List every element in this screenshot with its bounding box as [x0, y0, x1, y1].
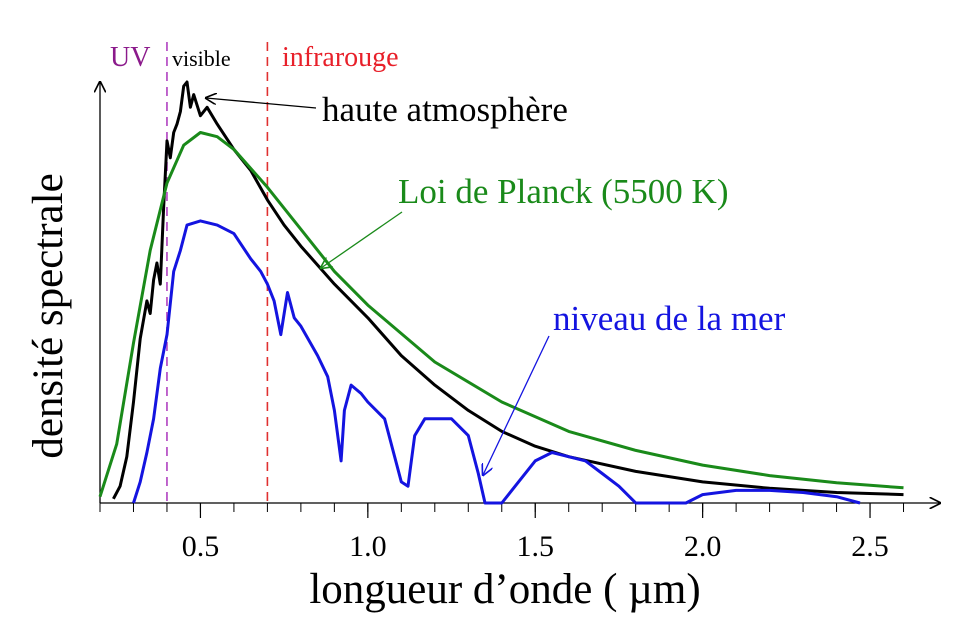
x-axis-label: longueur d’onde ( µm): [309, 566, 700, 613]
x-tick-label: 2.0: [684, 530, 722, 563]
annotation-arrow-niveau-de-la-mer: [483, 335, 550, 475]
annotation-arrow-haute-atmosphere: [206, 98, 317, 109]
x-tick-label: 0.5: [182, 530, 220, 563]
annotation-niveau-de-la-mer: niveau de la mer: [553, 299, 786, 338]
x-tick-label: 1.5: [516, 530, 554, 563]
region-label-infrarouge: infrarouge: [282, 42, 399, 73]
annotation-loi-de-planck: Loi de Planck (5500 K): [398, 172, 728, 211]
series-line-niveau-de-la-mer: [132, 219, 861, 505]
series-line-haute-atmosphere: [112, 80, 904, 500]
series-line-loi-de-planck: [98, 131, 904, 498]
annotation-haute-atmosphere: haute atmosphère: [322, 90, 568, 129]
x-tick-labels: 0.5 1.0 1.5 2.0 2.5: [182, 530, 889, 563]
y-axis-label: densité spectrale: [25, 173, 72, 458]
annotation-arrow-loi-de-planck: [321, 211, 403, 268]
region-label-uv: UV: [110, 42, 150, 73]
region-label-visible: visible: [172, 46, 231, 71]
x-major-ticks: [199, 503, 871, 518]
x-tick-label: 2.5: [851, 530, 889, 563]
x-tick-label: 1.0: [349, 530, 387, 563]
